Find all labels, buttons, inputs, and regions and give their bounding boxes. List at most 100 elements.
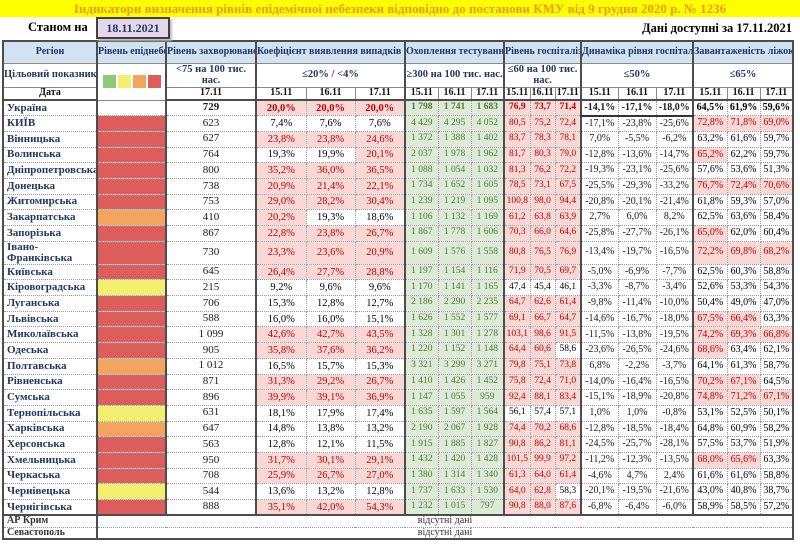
- coef-value: 20,1%: [354, 146, 406, 164]
- header-date-4-0: 15.11: [503, 86, 531, 101]
- testing-value: 1 605: [470, 177, 505, 195]
- beds-value: 58,4%: [759, 209, 794, 226]
- hosp-value: 88,1: [529, 389, 556, 406]
- coef-value: 19,9%: [305, 146, 356, 164]
- hosp-dynamics-value: -5,5%: [617, 130, 657, 148]
- hosp-dynamics-value: -6,9%: [617, 263, 657, 281]
- as-of-label: Станом на: [28, 20, 88, 34]
- beds-value: 50,4%: [692, 295, 728, 312]
- danger-level-cell: [96, 357, 167, 375]
- hosp-value: 64,0: [503, 483, 531, 500]
- beds-value: 64,1%: [692, 357, 728, 375]
- testing-value: 1 054: [437, 162, 472, 179]
- coef-value: 28,2%: [305, 193, 356, 211]
- beds-value: 52,6%: [692, 279, 728, 297]
- coef-value: 20,9%: [255, 177, 307, 195]
- beds-value: 51,9%: [759, 436, 794, 453]
- hosp-dynamics-value: -14,1%: [580, 99, 619, 117]
- hosp-dynamics-value: -19,7%: [617, 240, 657, 265]
- testing-value: 1 597: [437, 404, 472, 422]
- hosp-value: 71,0: [554, 373, 582, 391]
- testing-value: 1 577: [470, 310, 505, 328]
- region-name: Севастополь: [2, 526, 98, 540]
- hosp-dynamics-value: -25,6%: [655, 162, 694, 179]
- testing-value: 4 295: [437, 115, 472, 132]
- hosp-value: 66,0: [529, 225, 556, 242]
- testing-value: 1 552: [437, 310, 472, 328]
- danger-level-cell: [96, 499, 167, 516]
- region-name: Херсонська: [2, 436, 98, 453]
- hosp-dynamics-value: -4,6%: [580, 467, 619, 485]
- hosp-value: 69,1: [503, 310, 531, 328]
- beds-value: 61,8%: [692, 193, 728, 211]
- hosp-dynamics-value: -13,8%: [617, 326, 657, 344]
- coef-value: 35,1%: [255, 499, 307, 516]
- hosp-value: 58,3: [554, 483, 582, 500]
- hosp-value: 75,1: [529, 357, 556, 375]
- beds-value: 61,6%: [692, 467, 728, 485]
- danger-level-cell: [96, 146, 167, 164]
- testing-value: 1 372: [404, 130, 439, 148]
- danger-level-cell: [96, 99, 167, 117]
- beds-value: 49,0%: [726, 295, 761, 312]
- hosp-dynamics-value: -20,1%: [580, 483, 619, 500]
- hosp-value: 91,5: [554, 326, 582, 344]
- beds-value: 58,5%: [726, 499, 761, 516]
- coef-value: 12,8%: [354, 483, 406, 500]
- hosp-value: 61,4: [554, 295, 582, 312]
- hosp-dynamics-value: -9,8%: [580, 295, 619, 312]
- beds-value: 58,7%: [759, 357, 794, 375]
- testing-value: 1 432: [404, 451, 439, 469]
- morbidity-value: 888: [165, 499, 257, 516]
- coef-value: 13,2%: [305, 483, 356, 500]
- beds-value: 59,7%: [759, 130, 794, 148]
- danger-level-cell: [96, 404, 167, 422]
- header-target-4: ≤60 на 100 тис. нас.: [503, 62, 582, 88]
- header-date-6-2: 17.11: [759, 86, 794, 101]
- testing-value: 1 530: [470, 483, 505, 500]
- testing-value: 4 429: [404, 115, 439, 132]
- region-name: Запорізька: [2, 225, 98, 242]
- hosp-value: 80,5: [503, 115, 531, 132]
- hosp-value: 72,4: [529, 373, 556, 391]
- page-title: Індикатори визначення рівнів епідемічної…: [0, 0, 800, 17]
- beds-value: 67,1%: [759, 389, 794, 406]
- hosp-dynamics-value: -28,1%: [655, 436, 694, 453]
- hosp-value: 62,8: [529, 483, 556, 500]
- region-name: Луганська: [2, 295, 98, 312]
- hosp-value: 78,1: [554, 130, 582, 148]
- testing-value: 1 734: [404, 177, 439, 195]
- header-date-label: Дата: [2, 86, 98, 101]
- morbidity-value: 729: [165, 99, 257, 117]
- testing-value: 4 052: [470, 115, 505, 132]
- testing-value: 1 426: [437, 373, 472, 391]
- testing-value: 1 141: [437, 279, 472, 297]
- morbidity-value: 410: [165, 209, 257, 226]
- beds-value: 57,6%: [692, 162, 728, 179]
- hosp-dynamics-value: 4,7%: [617, 467, 657, 485]
- hosp-value: 64,6: [554, 225, 582, 242]
- hosp-dynamics-value: -20,8%: [580, 193, 619, 211]
- coef-value: 39,1%: [305, 389, 356, 406]
- morbidity-value: 623: [165, 115, 257, 132]
- coef-value: 12,1%: [305, 436, 356, 453]
- hosp-value: 64,4: [503, 342, 531, 359]
- hosp-value: 75,8: [503, 373, 531, 391]
- hosp-dynamics-value: -6,0%: [655, 499, 694, 516]
- beds-value: 62,2%: [726, 146, 761, 164]
- coef-value: 22,8%: [255, 225, 307, 242]
- beds-value: 60,3%: [726, 263, 761, 281]
- danger-level-cell: [96, 467, 167, 485]
- beds-value: 43,0%: [692, 483, 728, 500]
- morbidity-value: 753: [165, 193, 257, 211]
- header-region: Регіон: [2, 40, 98, 64]
- danger-level-cell: [96, 115, 167, 132]
- hosp-dynamics-value: -6,8%: [580, 499, 619, 516]
- testing-value: 1 032: [470, 162, 505, 179]
- danger-level-cell: [96, 373, 167, 391]
- coef-value: 18,6%: [354, 209, 406, 226]
- hosp-dynamics-value: -3,7%: [655, 357, 694, 375]
- hosp-value: 83,7: [503, 130, 531, 148]
- coef-value: 35,2%: [255, 162, 307, 179]
- testing-value: 1 055: [437, 389, 472, 406]
